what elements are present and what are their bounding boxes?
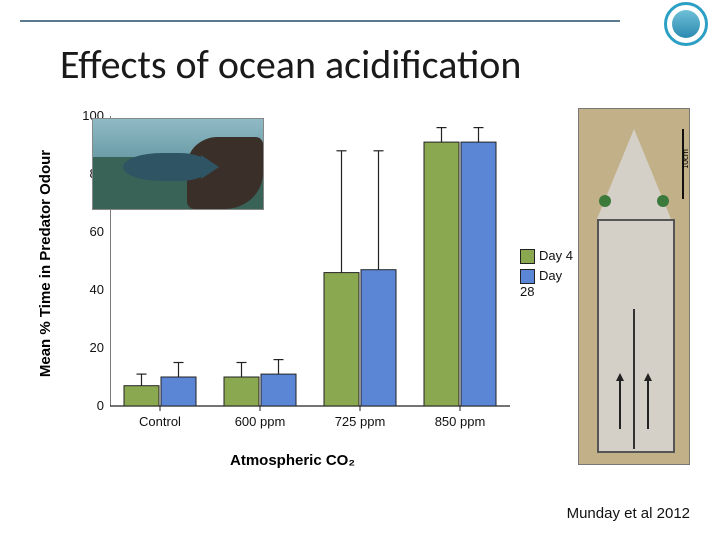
legend-item-day4: Day 4 xyxy=(520,248,575,264)
fish-body-icon xyxy=(123,153,208,181)
flume-divider-icon xyxy=(633,309,635,449)
y-tick-label: 0 xyxy=(74,398,104,413)
x-tick-label: 725 ppm xyxy=(320,414,400,429)
logo-globe-icon xyxy=(672,10,700,38)
slide-title: Effects of ocean acidification xyxy=(60,40,521,89)
legend-item-day28: Day 28 xyxy=(520,268,575,299)
y-tick-label: 20 xyxy=(74,340,104,355)
y-tick-label: 60 xyxy=(74,224,104,239)
fish-photo xyxy=(92,118,264,210)
x-tick-label: 850 ppm xyxy=(420,414,500,429)
flume-apparatus-image: 10cm xyxy=(578,108,690,465)
fish-tail-icon xyxy=(201,155,219,179)
logo xyxy=(664,2,708,46)
slide: Effects of ocean acidification Mean % Ti… xyxy=(0,0,720,540)
arrow-up-icon xyxy=(619,379,621,429)
chart-legend: Day 4 Day 28 xyxy=(520,248,575,299)
knob-icon xyxy=(657,195,669,207)
y-tick-label: 40 xyxy=(74,282,104,297)
header-rule xyxy=(20,20,620,22)
x-tick-label: Control xyxy=(120,414,200,429)
x-axis-label: Atmospheric CO₂ xyxy=(230,452,355,469)
x-tick-label: 600 ppm xyxy=(220,414,300,429)
flume-body-icon xyxy=(597,219,675,453)
arrow-up-icon xyxy=(647,379,649,429)
knob-icon xyxy=(599,195,611,207)
citation-text: Munday et al 2012 xyxy=(567,505,690,522)
scale-bar-label: 10cm xyxy=(680,149,691,169)
y-axis-label: Mean % Time in Predator Odour xyxy=(36,148,56,378)
